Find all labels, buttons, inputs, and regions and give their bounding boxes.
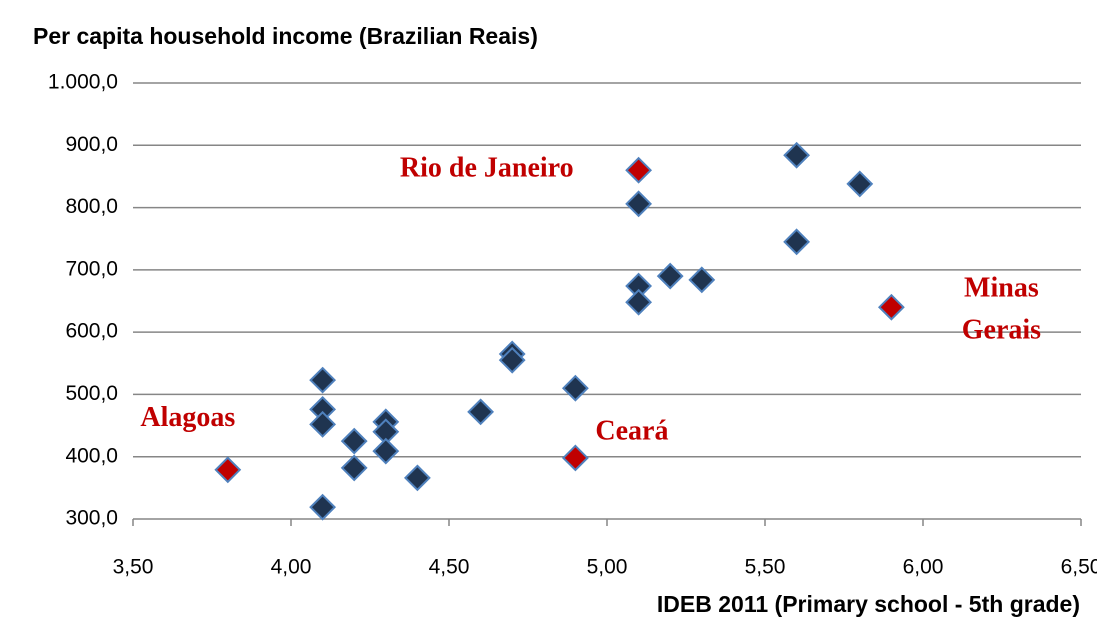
y-tick-label: 500,0 xyxy=(65,382,118,405)
y-axis-title: Per capita household income (Brazilian R… xyxy=(33,23,538,49)
point xyxy=(372,437,400,465)
y-tick-label: 1.000,0 xyxy=(48,71,118,94)
highlight-point xyxy=(561,444,589,472)
point xyxy=(688,266,716,294)
point xyxy=(309,366,337,394)
point xyxy=(656,262,684,290)
x-axis-title: IDEB 2011 (Primary school - 5th grade) xyxy=(657,591,1080,617)
point xyxy=(498,346,526,374)
point xyxy=(340,454,368,482)
highlight-point xyxy=(214,456,242,484)
y-tick-label: 400,0 xyxy=(65,444,118,467)
point xyxy=(403,464,431,492)
state-label: Alagoas xyxy=(140,402,235,433)
x-tick-label: 6,50 xyxy=(1061,556,1097,579)
x-tick-label: 4,50 xyxy=(429,556,470,579)
x-tick-label: 3,50 xyxy=(113,556,154,579)
y-tick-label: 600,0 xyxy=(65,320,118,343)
y-tick-label: 700,0 xyxy=(65,257,118,280)
point xyxy=(846,170,874,198)
x-tick-label: 5,50 xyxy=(745,556,786,579)
y-tick-label: 900,0 xyxy=(65,133,118,156)
x-tick-label: 6,00 xyxy=(903,556,944,579)
y-tick-label: 300,0 xyxy=(65,507,118,530)
state-label: Minas xyxy=(964,273,1039,304)
point xyxy=(561,374,589,402)
point xyxy=(783,141,811,169)
point xyxy=(467,398,495,426)
x-tick-label: 4,00 xyxy=(271,556,312,579)
point xyxy=(309,493,337,521)
highlight-point xyxy=(625,156,653,184)
highlight-point xyxy=(877,293,905,321)
state-label: Rio de Janeiro xyxy=(400,153,574,184)
point xyxy=(309,410,337,438)
y-tick-label: 800,0 xyxy=(65,195,118,218)
point xyxy=(340,427,368,455)
state-label: Ceará xyxy=(595,415,668,446)
point xyxy=(625,190,653,218)
point xyxy=(625,288,653,316)
x-tick-label: 5,00 xyxy=(587,556,628,579)
point xyxy=(783,228,811,256)
state-label: Gerais xyxy=(962,315,1041,346)
